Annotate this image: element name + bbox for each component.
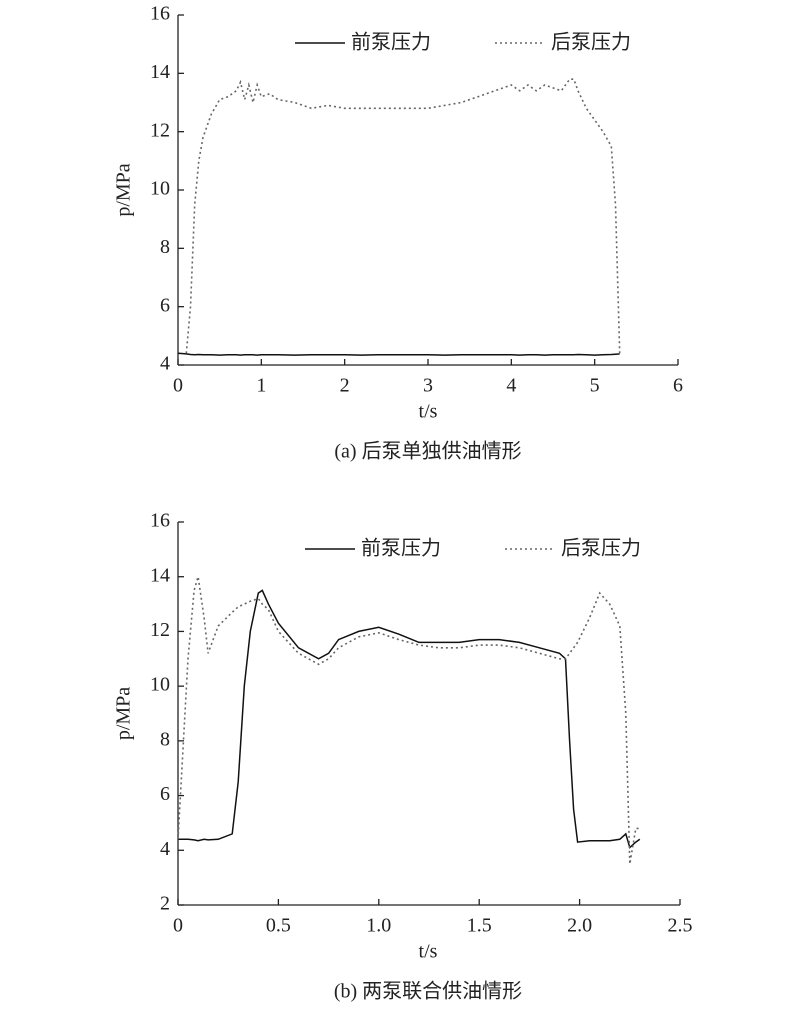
x-tick-label: 0.5 (266, 915, 291, 937)
y-tick-label: 8 (160, 236, 170, 258)
y-tick-label: 16 (150, 510, 170, 532)
y-tick-label: 6 (160, 294, 170, 316)
legend-label: 后泵压力 (561, 536, 641, 560)
series-line (178, 589, 641, 849)
x-tick-label: 2 (340, 375, 350, 397)
y-tick-label: 4 (160, 353, 170, 375)
y-tick-label: 6 (160, 783, 170, 805)
y-tick-label: 4 (160, 838, 170, 860)
x-tick-label: 2.0 (567, 915, 592, 937)
series-line (177, 576, 640, 865)
y-tick-label: 2 (160, 893, 170, 915)
x-tick-label: 1.0 (366, 915, 391, 937)
x-tick-label: 6 (673, 375, 683, 397)
y-tick-label: 12 (150, 619, 170, 641)
x-axis-label: t/s (419, 401, 438, 423)
legend-label: 前泵压力 (361, 536, 441, 560)
legend-label: 前泵压力 (351, 30, 431, 54)
y-axis-label: p/MPa (113, 687, 135, 740)
series-line (177, 352, 620, 356)
y-tick-label: 14 (150, 61, 170, 83)
y-tick-label: 14 (150, 564, 170, 586)
y-tick-label: 16 (150, 3, 170, 25)
y-tick-label: 12 (150, 119, 170, 141)
y-tick-label: 10 (150, 178, 170, 200)
y-axis-label: p/MPa (113, 163, 135, 216)
x-axis-label: t/s (419, 941, 438, 963)
x-tick-label: 2.5 (668, 915, 693, 937)
y-tick-label: 10 (150, 674, 170, 696)
x-tick-label: 1 (256, 375, 266, 397)
series-line (185, 78, 621, 354)
x-tick-label: 0 (173, 375, 183, 397)
legend-label: 后泵压力 (551, 30, 631, 54)
y-tick-label: 8 (160, 728, 170, 750)
x-tick-label: 1.5 (467, 915, 492, 937)
x-tick-label: 4 (506, 375, 516, 397)
caption: (a) 后泵单独供油情形 (334, 440, 521, 463)
caption: (b) 两泵联合供油情形 (334, 980, 522, 1003)
x-tick-label: 3 (423, 375, 433, 397)
x-tick-label: 5 (590, 375, 600, 397)
x-tick-label: 0 (173, 915, 183, 937)
